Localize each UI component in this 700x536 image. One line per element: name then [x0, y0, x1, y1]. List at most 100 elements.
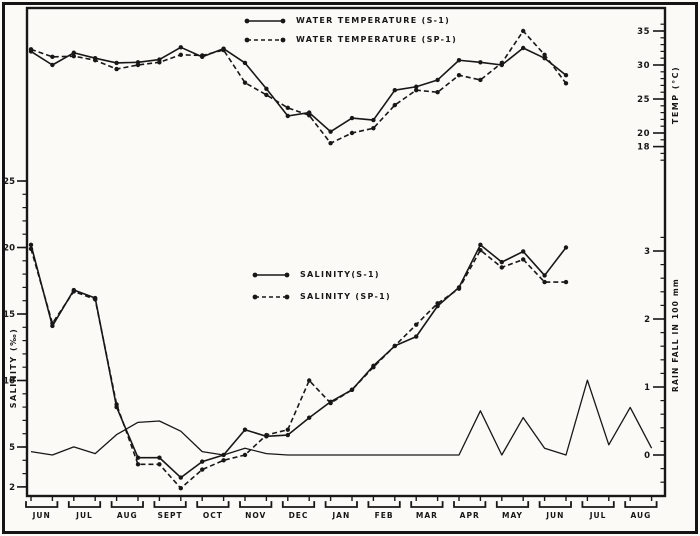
- data-point: [114, 66, 119, 72]
- data-point: [563, 81, 569, 86]
- data-point: [307, 415, 312, 420]
- data-point: [28, 246, 34, 252]
- data-point: [285, 105, 290, 111]
- solid-line-marker-icon: [244, 18, 286, 23]
- data-point: [157, 60, 162, 65]
- data-point: [349, 387, 355, 393]
- temp-tick-label: 25: [637, 95, 650, 105]
- dashed-line-marker-icon: [252, 294, 290, 299]
- month-label: DEC: [289, 511, 309, 520]
- month-bracket: [453, 501, 487, 508]
- month-label: NOV: [245, 511, 266, 520]
- data-point: [178, 486, 183, 491]
- data-point: [135, 455, 141, 460]
- data-point: [392, 343, 397, 349]
- data-point: [178, 45, 183, 50]
- month-bracket: [581, 501, 615, 508]
- month-bracket: [367, 501, 401, 508]
- legend-label-sal-s1: SALINITY(S-1): [300, 270, 380, 279]
- month-bracket: [239, 501, 273, 508]
- data-point: [28, 47, 34, 52]
- data-point: [285, 427, 290, 432]
- data-point: [392, 87, 397, 93]
- dashed-line-marker-icon: [244, 37, 286, 42]
- data-point: [435, 301, 440, 306]
- month-label: JUN: [32, 511, 51, 520]
- data-point: [71, 53, 77, 59]
- data-point: [328, 129, 333, 134]
- data-point: [242, 60, 248, 66]
- month-bracket: [410, 501, 444, 508]
- data-point: [414, 322, 419, 327]
- data-point: [521, 249, 526, 254]
- series-line-salinity-dashed: [30, 248, 566, 490]
- data-point: [414, 87, 419, 93]
- data-point: [499, 265, 504, 270]
- salinity-tick-label: 5: [9, 443, 15, 453]
- month-label: MAR: [416, 511, 438, 520]
- data-point: [114, 60, 119, 66]
- month-bracket: [196, 501, 230, 508]
- month-bracket: [110, 501, 144, 508]
- data-point: [157, 462, 162, 467]
- month-bracket: [25, 501, 59, 508]
- month-bracket: [324, 501, 358, 508]
- data-point: [392, 102, 397, 108]
- data-point: [563, 245, 569, 250]
- chart-border: [25, 6, 667, 498]
- month-bracket: [495, 501, 530, 508]
- temp-tick-label: 35: [637, 27, 650, 37]
- data-point: [328, 400, 333, 406]
- month-label: JUN: [545, 511, 564, 520]
- data-point: [521, 257, 526, 262]
- data-point: [371, 126, 376, 131]
- data-point: [435, 90, 440, 95]
- data-point: [264, 86, 269, 92]
- salinity-tick-label: 25: [3, 177, 15, 187]
- data-point: [71, 289, 77, 294]
- data-point: [285, 113, 290, 119]
- legend-row-sal-s1: SALINITY(S-1): [251, 267, 391, 282]
- data-point: [264, 432, 269, 438]
- data-point: [349, 130, 355, 136]
- month-label: SEPT: [158, 511, 183, 520]
- series-line-temp-solid: [30, 46, 567, 133]
- rain-tick-label: 1: [644, 383, 650, 393]
- data-point: [200, 53, 205, 58]
- salinity-axis-title: SALINITY (‰): [9, 328, 18, 409]
- temp-tick-label: 18: [637, 143, 650, 153]
- temp-tick-label: 30: [637, 61, 650, 71]
- data-point: [542, 273, 547, 278]
- salinity-tick-label: 2: [9, 483, 15, 493]
- month-label: AUG: [630, 511, 651, 520]
- data-point: [328, 141, 333, 146]
- series-line-temp-dashed: [30, 30, 567, 144]
- data-point: [50, 321, 55, 326]
- data-point: [478, 242, 483, 248]
- data-point: [456, 286, 462, 291]
- legend-row-temp-s1: WATER TEMPERATURE (S-1): [243, 13, 457, 28]
- legend-label-temp-s1: WATER TEMPERATURE (S-1): [296, 16, 451, 25]
- data-point: [71, 50, 77, 55]
- data-point: [521, 45, 526, 51]
- legend-row-sal-sp1: SALINITY (SP-1): [251, 289, 391, 304]
- temperature-legend: WATER TEMPERATURE (S-1) WATER TEMPERATUR…: [243, 13, 457, 47]
- data-point: [50, 54, 55, 60]
- data-point: [499, 60, 504, 66]
- data-point: [135, 462, 141, 467]
- data-point: [456, 58, 462, 63]
- data-point: [93, 297, 98, 302]
- rain-tick-label: 3: [644, 247, 650, 257]
- month-label: FEB: [375, 511, 394, 520]
- data-point: [200, 467, 205, 472]
- month-label: MAY: [502, 511, 523, 520]
- data-point: [414, 84, 419, 89]
- month-label: JUL: [75, 511, 93, 520]
- month-label: OCT: [203, 511, 223, 520]
- month-label: JAN: [331, 511, 350, 520]
- month-label: JUL: [589, 511, 607, 520]
- temp-tick-label: 20: [637, 129, 650, 139]
- data-point: [264, 92, 269, 98]
- data-point: [242, 452, 248, 458]
